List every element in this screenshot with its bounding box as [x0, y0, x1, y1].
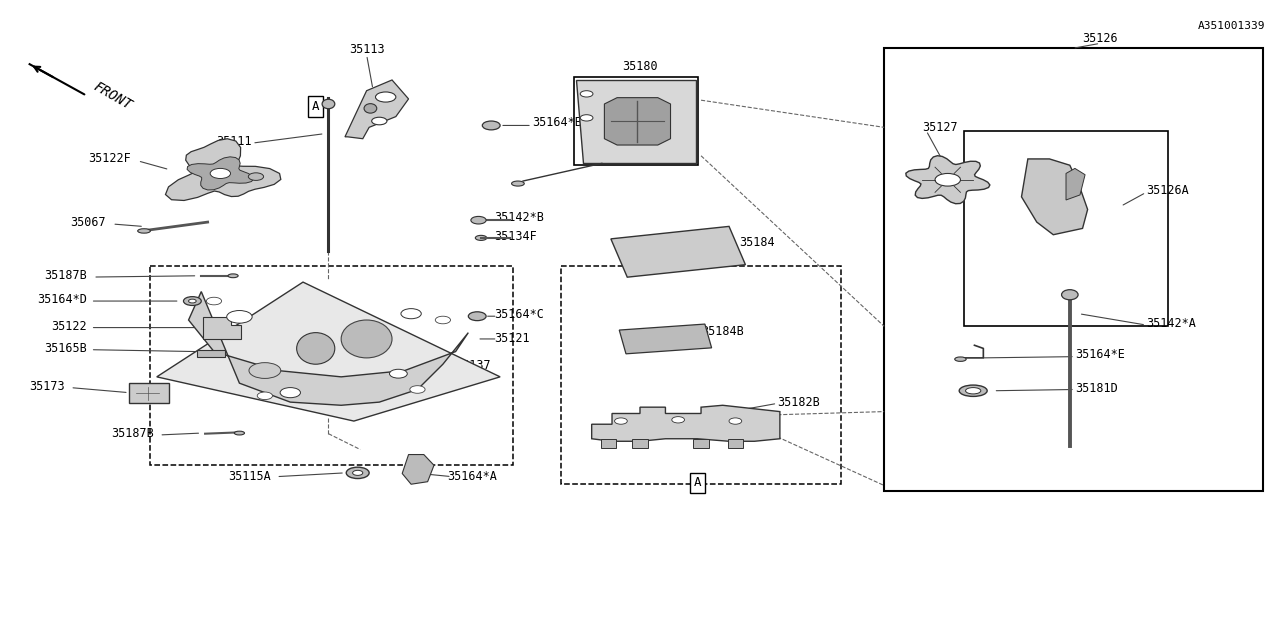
Circle shape	[471, 216, 486, 224]
Text: FRONT: FRONT	[91, 79, 134, 112]
Ellipse shape	[250, 363, 280, 378]
Text: 35142*A: 35142*A	[1146, 317, 1196, 330]
Text: 35134F: 35134F	[494, 230, 536, 243]
Circle shape	[435, 316, 451, 324]
Bar	[600, 439, 616, 447]
Circle shape	[210, 168, 230, 179]
Circle shape	[580, 91, 593, 97]
Bar	[964, 131, 1167, 326]
Text: 35111: 35111	[216, 136, 252, 148]
Text: 35113: 35113	[348, 43, 384, 56]
Circle shape	[371, 117, 387, 125]
Text: 35165B: 35165B	[44, 342, 87, 355]
Text: 35115A: 35115A	[228, 470, 271, 483]
Polygon shape	[591, 405, 780, 442]
Text: 35121: 35121	[494, 332, 530, 346]
Polygon shape	[611, 227, 745, 277]
Polygon shape	[1066, 168, 1085, 200]
Text: 35126A: 35126A	[1146, 184, 1189, 197]
Ellipse shape	[364, 104, 376, 113]
Circle shape	[934, 173, 960, 186]
Circle shape	[401, 308, 421, 319]
Text: 35184B: 35184B	[701, 325, 744, 338]
Circle shape	[280, 388, 301, 397]
Polygon shape	[906, 156, 989, 204]
Ellipse shape	[234, 431, 244, 435]
Bar	[561, 266, 841, 484]
Ellipse shape	[297, 333, 335, 364]
Circle shape	[389, 369, 407, 378]
Ellipse shape	[323, 99, 335, 109]
Text: 35182B: 35182B	[777, 396, 820, 408]
Circle shape	[375, 92, 396, 102]
Circle shape	[183, 296, 201, 305]
Bar	[884, 49, 1263, 490]
Text: 35137: 35137	[456, 359, 492, 372]
Circle shape	[257, 392, 273, 399]
Ellipse shape	[228, 274, 238, 278]
Ellipse shape	[959, 385, 987, 396]
Text: 35122F: 35122F	[88, 152, 132, 165]
Text: 35142*B: 35142*B	[494, 211, 544, 224]
Circle shape	[483, 121, 500, 130]
Text: 35164*E: 35164*E	[1075, 348, 1125, 361]
Ellipse shape	[342, 320, 392, 358]
Polygon shape	[346, 80, 408, 139]
Text: A351001339: A351001339	[1198, 20, 1266, 31]
Bar	[728, 439, 742, 447]
Ellipse shape	[138, 228, 151, 233]
Polygon shape	[576, 80, 696, 163]
Text: 35164*C: 35164*C	[494, 308, 544, 321]
Text: 35187B: 35187B	[111, 428, 154, 440]
Circle shape	[352, 470, 362, 476]
Ellipse shape	[512, 181, 525, 186]
Circle shape	[188, 299, 196, 303]
Bar	[129, 383, 169, 403]
Text: 35184: 35184	[739, 236, 774, 250]
Polygon shape	[1021, 159, 1088, 235]
Text: A: A	[312, 100, 320, 113]
Circle shape	[468, 312, 486, 321]
Text: 35164*A: 35164*A	[447, 470, 497, 483]
Text: 35122: 35122	[51, 320, 87, 333]
Bar	[694, 439, 709, 447]
Bar	[197, 349, 225, 357]
Text: 35173: 35173	[29, 380, 65, 393]
Text: 35067: 35067	[70, 216, 106, 228]
Polygon shape	[188, 292, 468, 405]
Circle shape	[248, 173, 264, 180]
Circle shape	[347, 467, 369, 479]
Polygon shape	[620, 324, 712, 354]
Text: 35164*B: 35164*B	[532, 116, 582, 129]
Text: 35126: 35126	[1083, 33, 1119, 45]
Polygon shape	[202, 317, 241, 339]
Polygon shape	[165, 139, 280, 200]
Polygon shape	[604, 98, 671, 145]
Text: 35180: 35180	[622, 60, 658, 72]
Text: 35187B: 35187B	[44, 269, 87, 282]
Ellipse shape	[1061, 290, 1078, 300]
Text: 35189: 35189	[593, 86, 628, 99]
Polygon shape	[402, 454, 434, 484]
Bar	[632, 439, 648, 447]
Circle shape	[206, 297, 221, 305]
Bar	[573, 77, 699, 165]
Text: 35164*D: 35164*D	[37, 293, 87, 307]
Circle shape	[580, 115, 593, 121]
Text: 35181D: 35181D	[1075, 381, 1117, 395]
Text: A: A	[694, 476, 701, 490]
Bar	[151, 266, 513, 465]
Circle shape	[227, 310, 252, 323]
Polygon shape	[187, 157, 253, 190]
Circle shape	[410, 386, 425, 393]
Circle shape	[672, 417, 685, 423]
Polygon shape	[156, 282, 500, 421]
Ellipse shape	[475, 236, 486, 241]
Circle shape	[614, 418, 627, 424]
Circle shape	[730, 418, 741, 424]
Ellipse shape	[955, 357, 966, 362]
Text: 35127: 35127	[923, 121, 957, 134]
Ellipse shape	[965, 388, 980, 394]
